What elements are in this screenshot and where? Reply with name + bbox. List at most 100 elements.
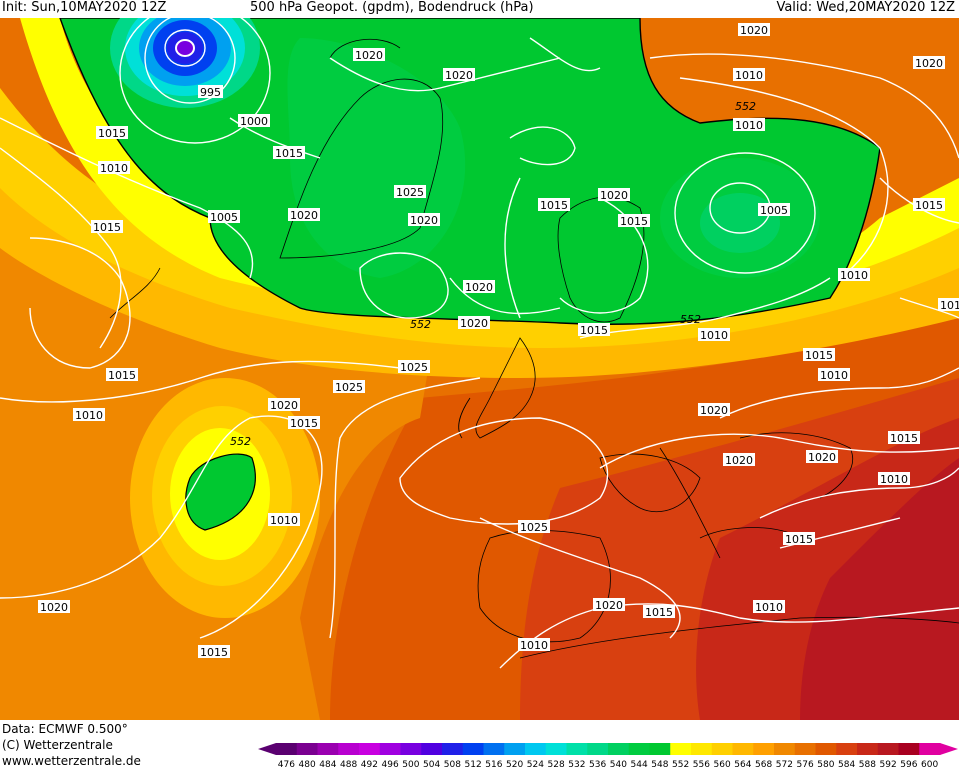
scale-swatch [774,743,796,755]
isobar-label-text: 1020 [808,451,836,464]
trough-544-east [700,193,780,253]
isobar-label: 1020 [698,403,730,417]
scale-tick-label: 512 [465,760,482,770]
isobar-label: 1010 [838,268,870,282]
isobar-label-text: 1020 [460,317,488,330]
isobar-label-box [398,360,430,373]
scale-swatch [400,743,422,755]
isobar-label-box [538,198,570,211]
isobar-label-box [578,323,610,336]
scale-swatch [338,743,360,755]
weather-map: 995 1000 1005 1010 1015 1015 1015 1010 1020 1020 1… [0,18,959,720]
isobar-label-text: 1010 [840,269,868,282]
scale-tick-label: 584 [838,760,855,770]
isobar-label: 1015 [913,198,945,212]
isobar-label: 1010 [818,368,850,382]
isobar-label-text: 1010 [100,162,128,175]
geopot-552-label: 552 [735,100,756,113]
isobar-label-box [394,185,426,198]
scale-tick-label: 528 [548,760,565,770]
isobar-label: 1010 [733,118,765,132]
isobar-label: 1020 [723,453,755,467]
isobar-label: 1010 [878,472,910,486]
isobar-label: 1020 [268,398,300,412]
scale-tick-label: 592 [880,760,897,770]
scale-tick-label: 488 [340,760,357,770]
isobar-label: 1015 [938,298,959,312]
scale-swatch [608,743,630,755]
isobar-label-text: 1015 [785,533,813,546]
isobar-label-text: 1015 [540,199,568,212]
isobar-label: 1015 [106,368,138,382]
isobar-label-box [198,645,230,658]
isobar-label: 1020 [913,56,945,70]
isobar-label-box [268,513,300,526]
isobar-label-text: 1020 [915,57,943,70]
scale-swatch [566,743,588,755]
isobar-label: 1015 [198,645,230,659]
isobar-label-text: 1015 [915,199,943,212]
isobar-label-box [618,214,650,227]
isobar-label-text: 1015 [620,215,648,228]
isobar-label-text: 1015 [580,324,608,337]
isobar-label-text: 1000 [240,115,268,128]
isobar-label-text: 1025 [400,361,428,374]
isobar-label-text: 1010 [755,601,783,614]
isobar-label-box [806,450,838,463]
isobar-label-text: 1020 [290,209,318,222]
isobar-label: 1025 [333,380,365,394]
isobar-label: 1015 [618,214,650,228]
scale-tick-label: 516 [485,760,502,770]
isobar-label-text: 1020 [465,281,493,294]
isobar-label-box [518,520,550,533]
isobar-label-box [463,280,495,293]
isobar-label-box [723,453,755,466]
isobar-label-text: 1015 [805,349,833,362]
scale-tick-label: 476 [278,760,295,770]
isobar-label-box [73,408,105,421]
valid-time: Valid: Wed,20MAY2020 12Z [776,0,955,15]
scale-swatch [857,743,879,755]
isobar-label-box [333,380,365,393]
isobar-label-text: 1015 [275,147,303,160]
isobar-label-text: 1015 [290,417,318,430]
isobar-label: 1020 [806,450,838,464]
isobar-label: 1020 [408,213,440,227]
band-592 [800,458,959,720]
isobar-label: 1010 [733,68,765,82]
scale-arrow-left [258,743,276,755]
scale-swatch [711,743,733,755]
isobar-label: 1015 [643,605,675,619]
isobar-label-text: 1020 [40,601,68,614]
scale-swatch [877,743,899,755]
isobar-label-text: 1015 [200,646,228,659]
isobar-label: 1010 [753,600,785,614]
isobar-label-text: 1020 [410,214,438,227]
low-center [175,39,195,57]
scale-tick-label: 524 [527,760,544,770]
isobar-label-box [268,398,300,411]
scale-swatch [276,743,298,755]
isobar-label: 1025 [398,360,430,374]
scale-swatch [359,743,381,755]
isobar-label: 1020 [38,600,70,614]
geopot-552-label: 552 [230,435,251,448]
isobar-label: 1015 [578,323,610,337]
isobar-label: 1010 [518,638,550,652]
scale-tick-label: 564 [734,760,751,770]
isobar-label: 1000 [238,114,270,128]
scale-tick-label: 556 [693,760,710,770]
scale-tick-label: 596 [900,760,917,770]
isobar-label: 1010 [268,513,300,527]
isobar-label-box [408,213,440,226]
isobar-label-box [238,114,270,127]
isobar-label-text: 1020 [700,404,728,417]
isobar-label: 1015 [96,126,128,140]
geopot-label-group: 552 552 552 552 [230,100,756,448]
scale-swatch [898,743,920,755]
isobar-label-text: 1020 [270,399,298,412]
scale-swatch [919,743,941,755]
isobar-label-text: 1010 [700,329,728,342]
isobar-label-box [273,146,305,159]
scale-swatch [442,743,464,755]
